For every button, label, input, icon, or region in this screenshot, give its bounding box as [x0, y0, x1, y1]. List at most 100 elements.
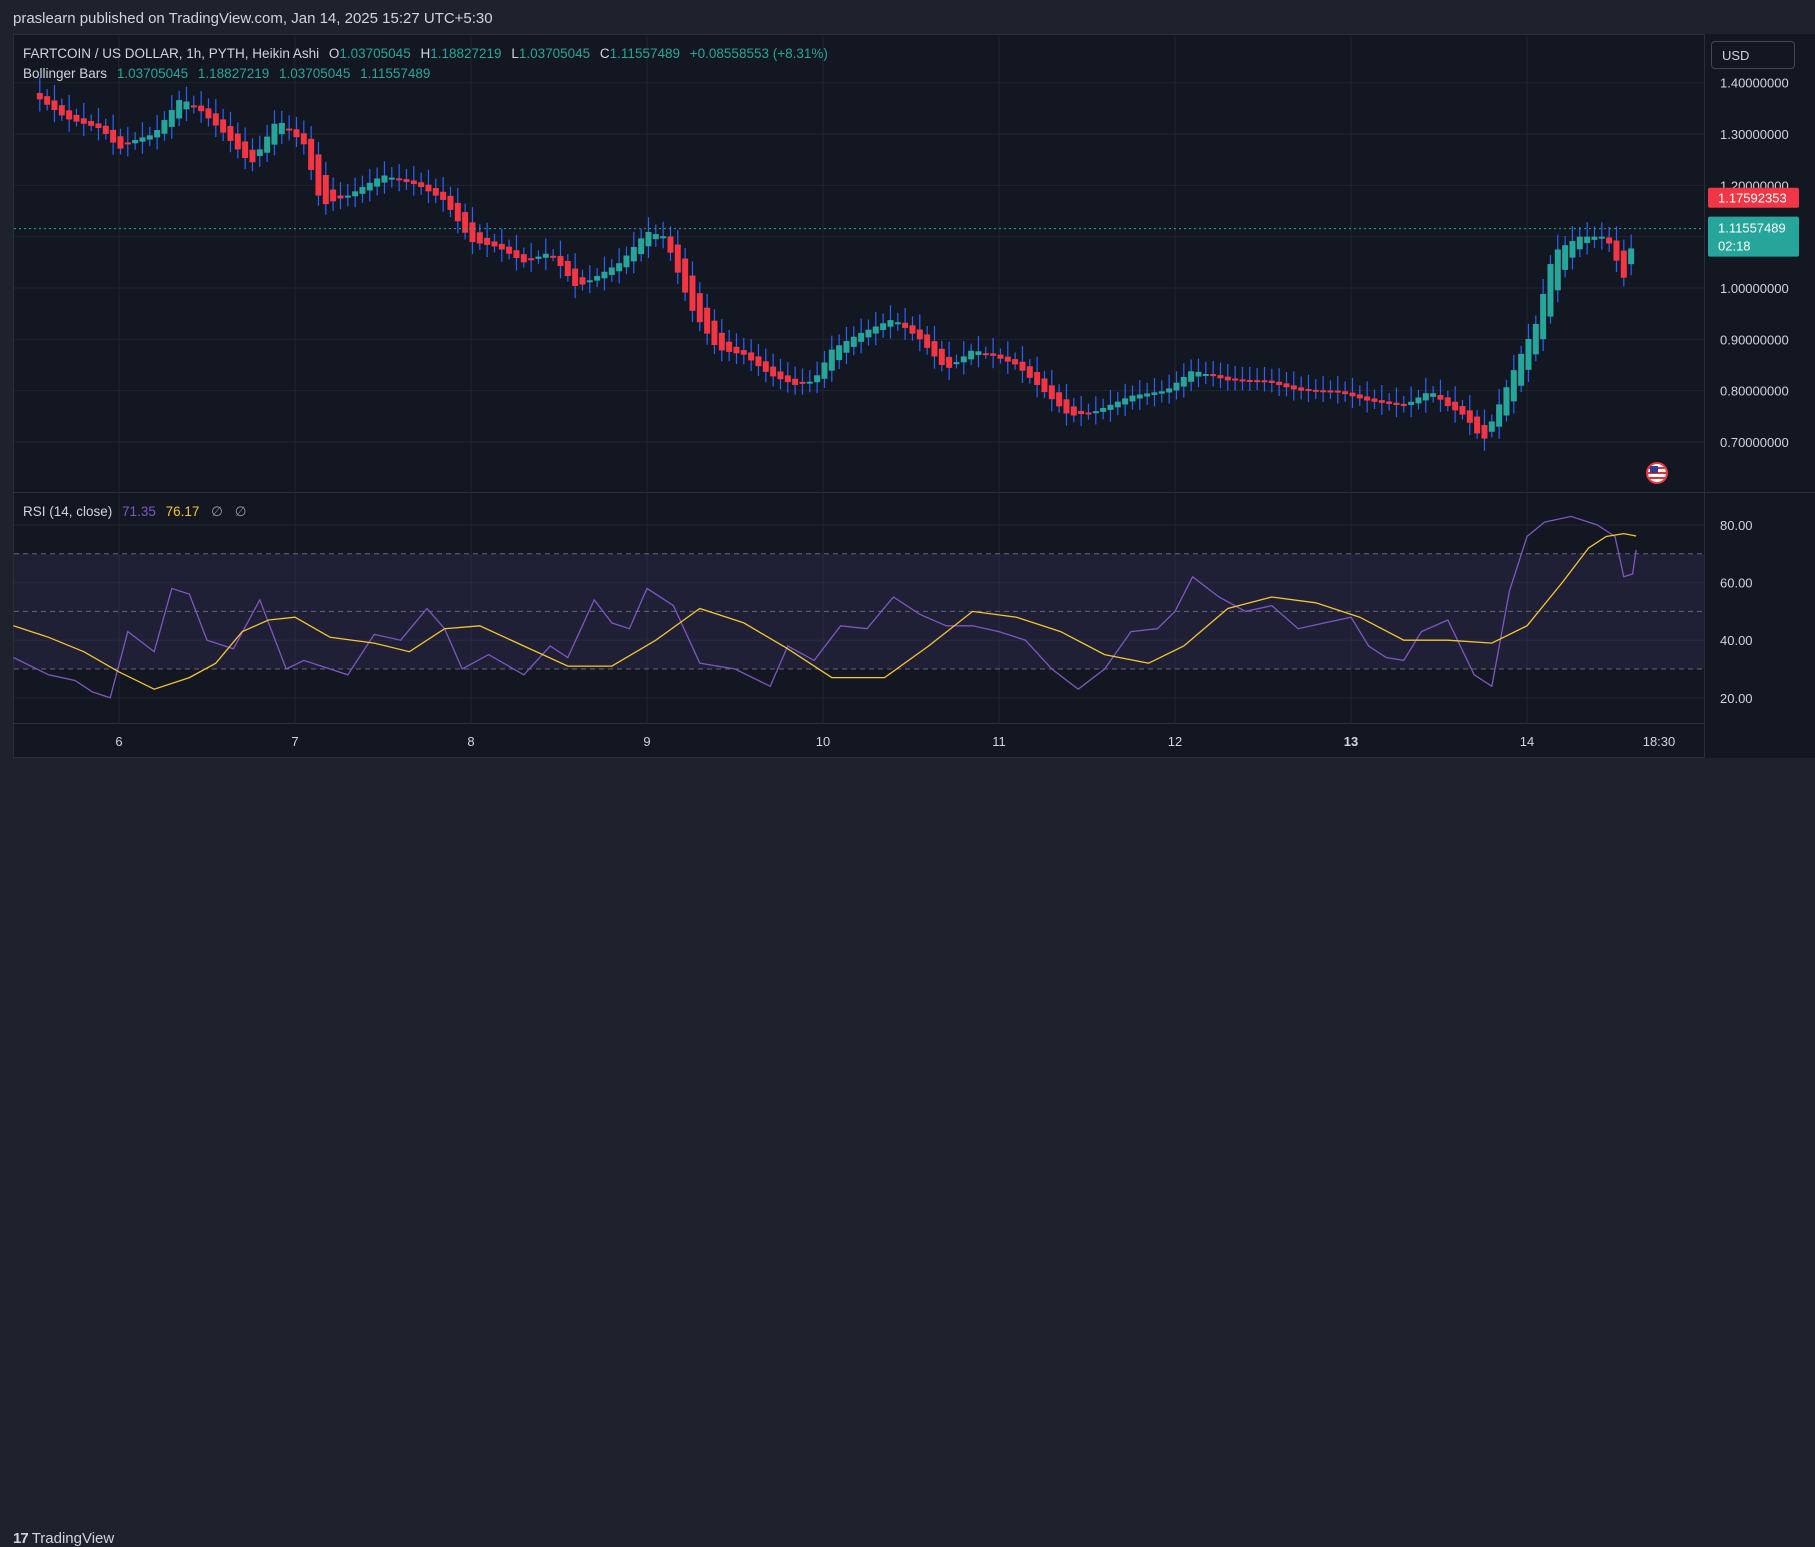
price-axis-label: 0.90000000 [1720, 332, 1789, 347]
candle-body [322, 174, 329, 205]
candle-body [388, 177, 395, 180]
candle-body [1613, 240, 1620, 261]
candle-body [762, 361, 769, 372]
candle-body [1400, 403, 1407, 407]
candle-body [814, 375, 821, 383]
time-axis-label: 8 [467, 734, 474, 749]
candle-body [1217, 375, 1224, 379]
currency-button[interactable]: USD [1711, 41, 1795, 69]
top-bar: praslearn published on TradingView.com, … [0, 0, 1815, 36]
candle-body [1364, 396, 1371, 401]
footer: 17 TradingView [0, 758, 1815, 1547]
candle-body [938, 348, 945, 366]
candle-body [256, 149, 263, 156]
candle-body [1356, 394, 1363, 399]
rsi-line [13, 515, 1637, 699]
candle-body [330, 189, 337, 202]
candle-body [696, 293, 703, 323]
candle-body [117, 136, 124, 149]
candle-body [462, 212, 469, 233]
candle-body [1136, 394, 1143, 399]
tradingview-logo[interactable]: 17 TradingView [13, 1530, 114, 1547]
na-icon: ∅ [211, 504, 223, 519]
candle-body [711, 320, 718, 346]
candle-body [154, 130, 161, 138]
candle-body [1056, 392, 1063, 407]
candle-body [205, 108, 212, 119]
time-axis-label: 13 [1344, 734, 1358, 749]
candle-body [792, 378, 799, 385]
candle-body [1268, 380, 1275, 383]
candle-body [1298, 387, 1305, 391]
candle-body [586, 280, 593, 283]
price-tags: 1.17592353 1.11557489 02:18 [1708, 187, 1799, 257]
candle-body [1180, 376, 1187, 387]
candle-body [220, 119, 227, 133]
candle-body [1144, 393, 1151, 397]
candle-body [1569, 240, 1576, 258]
axis-labels: 1.400000001.300000001.200000001.00000000… [115, 76, 1788, 749]
candle-body [1151, 392, 1158, 395]
candle-body [234, 133, 241, 150]
time-axis-label: 11 [992, 734, 1006, 749]
candle-body [1004, 356, 1011, 362]
candle-body [66, 110, 73, 120]
candle-body [1378, 400, 1385, 403]
candle-body [102, 125, 109, 135]
price-axis[interactable] [1705, 34, 1815, 758]
time-axis-label: 6 [115, 734, 122, 749]
candle-body [1041, 378, 1048, 393]
candle-body [315, 154, 322, 196]
candle-body [909, 325, 916, 334]
open-value: 1.03705045 [339, 46, 411, 61]
candle-body [1481, 424, 1488, 439]
candle-body [352, 191, 359, 197]
rsi-legend[interactable]: RSI (14, close) 71.35 76.17 ∅ ∅ [23, 504, 246, 520]
candle-body [777, 371, 784, 380]
candle-body [1342, 391, 1349, 395]
candle-body [491, 241, 498, 247]
chart-canvas[interactable]: 1.400000001.300000001.200000001.00000000… [0, 0, 1815, 802]
bollinger-legend[interactable]: Bollinger Bars 1.03705045 1.18827219 1.0… [23, 66, 430, 81]
candle-body [1246, 379, 1253, 382]
candle-body [469, 222, 476, 243]
candle-body [139, 137, 146, 142]
candle-body [887, 320, 894, 327]
candle-body [982, 353, 989, 356]
us-flag-icon[interactable] [1646, 462, 1668, 484]
candle-body [990, 353, 997, 356]
candle-body [344, 195, 351, 198]
rsi-value: 71.35 [122, 504, 156, 519]
candle-body [359, 187, 366, 194]
candle-body [1430, 393, 1437, 397]
candle-body [616, 263, 623, 272]
candle-body [1122, 398, 1129, 405]
candle-body [1562, 245, 1569, 270]
rsi-axis-label: 40.00 [1720, 633, 1753, 648]
candle-body [968, 350, 975, 360]
candle-body [1092, 411, 1099, 414]
candle-body [58, 105, 65, 116]
pane-separator[interactable] [13, 492, 1815, 493]
low-label: L [511, 46, 519, 61]
price-axis-label: 1.30000000 [1720, 127, 1789, 142]
candle-body [564, 260, 571, 277]
symbol-legend[interactable]: FARTCOIN / US DOLLAR, 1h, PYTH, Heikin A… [23, 46, 828, 61]
candle-body [249, 149, 256, 163]
rsi-ma-line [13, 532, 1637, 690]
time-axis-label: 10 [816, 734, 830, 749]
candle-body [1100, 407, 1107, 412]
candle-body [132, 140, 139, 144]
candle-body [1261, 380, 1268, 383]
candle-body [1525, 338, 1532, 370]
candle-body [1547, 264, 1554, 317]
candle-body [718, 332, 725, 351]
last-price-tag [1708, 216, 1799, 257]
candle-body [146, 135, 153, 140]
time-axis-separator [13, 723, 1705, 724]
candle-body [484, 237, 491, 245]
candle-body [975, 351, 982, 356]
candle-body [674, 244, 681, 273]
candle-body [872, 326, 879, 334]
candle-body [1540, 293, 1547, 340]
